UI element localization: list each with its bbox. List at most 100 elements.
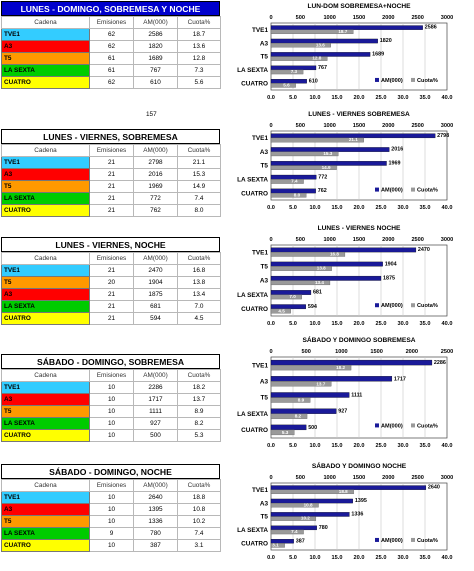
am-value-label: 681 [313,290,322,296]
cuota-bar [270,165,337,170]
column-header: AM(000) [133,252,178,265]
table-cell: 7.0 [177,300,221,313]
table-cell: 13.8 [177,276,221,289]
am-bar [270,424,307,431]
tick-label-top: 500 [296,123,305,129]
tick-label-top: 3000 [441,475,453,481]
column-header: Cadena [1,479,90,492]
table-cell: 10 [89,515,134,528]
legend-label-cuota: Cuota% [417,423,438,429]
category-label: TVE1 [252,487,268,494]
tick-label-top: 2000 [382,15,394,21]
table-cell: 15.3 [177,168,221,181]
column-header: Cuota% [177,369,221,382]
cuota-bar [270,489,354,495]
table-cell: 21 [89,180,134,193]
legend-label-cuota: Cuota% [417,78,438,84]
channel-name-cell: T5 [1,276,90,289]
am-value-label: 1969 [389,161,401,167]
cuota-bar [270,42,331,48]
cuota-value-label: 10.8 [304,502,313,507]
tick-label-bottom: 5.0 [289,321,297,327]
tick-label-bottom: 25.0 [376,95,387,101]
cuota-bar [270,381,332,387]
category-label: A3 [260,40,269,47]
tick-label-top: 2500 [411,15,423,21]
tick-label-top: 1500 [353,123,365,129]
channel-name-cell: T5 [1,405,90,418]
table-cell: 2798 [133,156,178,169]
tick-label-bottom: 25.0 [376,321,387,327]
column-header: Cadena [1,144,90,157]
cuota-bar [270,543,285,548]
tick-label-bottom: 10.0 [310,205,321,211]
column-header: Emisiones [89,369,134,382]
tick-label-bottom: 40.0 [442,95,453,101]
tick-label-top: 500 [296,475,305,481]
table-cell: 62 [89,28,134,41]
table-row: CUATRO 10 387 3.1 [1,539,221,552]
table-cell: 3.1 [177,539,221,552]
table-row: T5 10 1111 8.9 [1,405,221,418]
table-cell: 21 [89,168,134,181]
tick-label-bottom: 15.0 [332,555,343,561]
table-cell: 13.7 [177,393,221,406]
table-row: T5 61 1689 12.8 [1,52,221,65]
cuota-value-label: 7.4 [291,529,298,534]
column-header: Cuota% [177,479,221,492]
table-header-row: Cadena Emisiones AM(000) Cuota% [1,144,221,157]
legend-label-cuota: Cuota% [417,538,438,544]
tick-label-bottom: 0.0 [267,443,275,449]
table-row: A3 21 1875 13.4 [1,288,221,301]
tick-label-bottom: 0.0 [267,321,275,327]
am-value-label: 927 [338,409,347,415]
bar-chart: LUNES - VIERNES NOCHE 0 500 1000 1500 2000 250… [237,225,453,327]
cuota-value-label: 4.5 [278,308,285,313]
table-row: A3 62 1820 13.6 [1,40,221,53]
am-value-label: 767 [318,65,327,71]
table-cell: 7.4 [177,192,221,205]
tick-label-top: 2500 [411,475,423,481]
table-cell: 8.9 [177,405,221,418]
tick-label-bottom: 10.0 [310,321,321,327]
cuota-bar [270,266,332,271]
table-row: TVE1 21 2470 16.8 [1,264,221,277]
tick-label-bottom: 35.0 [420,443,431,449]
tick-label-bottom: 15.0 [332,205,343,211]
am-value-label: 1336 [351,512,363,518]
channel-name-cell: A3 [1,40,90,53]
cuota-value-label: 8.2 [295,414,302,419]
table-cell: 7.4 [177,527,221,540]
cuota-bar [270,280,331,286]
bar-chart: SÁBADO Y DOMINGO NOCHE 0 500 1000 1500 2000 25… [237,461,453,561]
chart-title: LUNES - VIERNES NOCHE [318,225,401,232]
channel-name-cell: LA SEXTA [1,64,90,77]
category-label: T5 [261,395,269,402]
table-cell: 21 [89,264,134,277]
am-value-label: 2016 [391,147,403,153]
table-row: LA SEXTA 9 780 7.4 [1,527,221,540]
am-value-label: 1904 [385,261,397,267]
table-cell: 2286 [133,381,178,394]
tick-label-bottom: 35.0 [420,95,431,101]
tick-label-top: 1000 [323,123,335,129]
category-label: LA SEXTA [237,177,268,184]
channel-name-cell: A3 [1,393,90,406]
table-cell: 1336 [133,515,178,528]
am-value-label: 780 [319,525,328,531]
table-block-5: SÁBADO - DOMINGO, NOCHE Cadena Emisiones A… [1,464,221,552]
tick-label-top: 3000 [441,123,453,129]
am-value-label: 762 [318,188,327,194]
am-value-label: 772 [318,174,327,180]
channel-name-cell: TVE1 [1,264,90,277]
column-header: AM(000) [133,369,178,382]
cuota-value-label: 21.1 [349,137,358,142]
table-cell: 61 [89,52,134,65]
category-label: TVE1 [252,249,268,256]
table-cell: 767 [133,64,178,77]
table-cell: 8.2 [177,417,221,430]
cuota-value-label: 15.3 [323,151,332,156]
cuota-value-label: 10.2 [301,516,310,521]
tick-label-bottom: 35.0 [420,555,431,561]
legend-swatch-cuota [411,77,415,82]
